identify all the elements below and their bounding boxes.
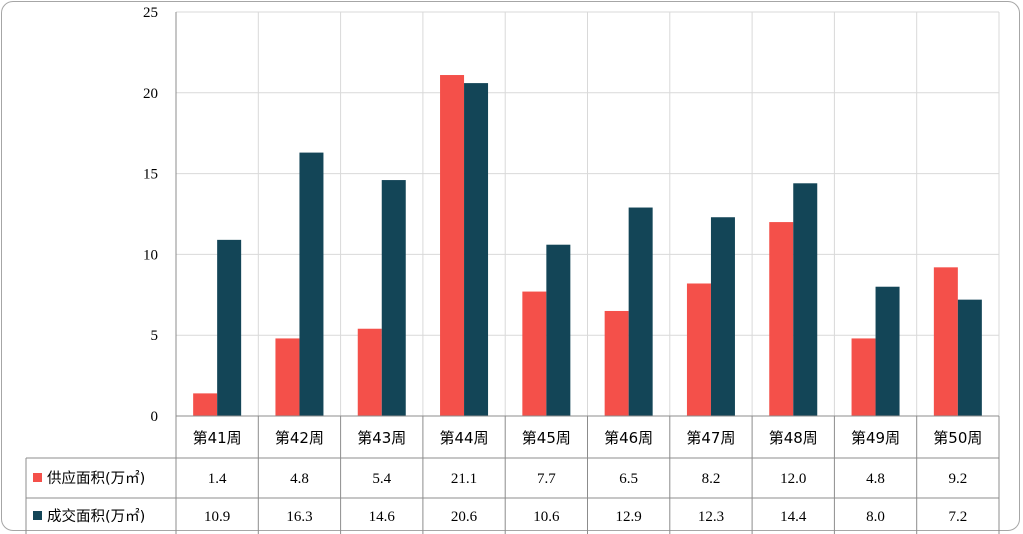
y-tick-label: 20 bbox=[143, 86, 158, 102]
data-label: 6.5 bbox=[619, 471, 638, 487]
y-tick-label: 0 bbox=[151, 409, 159, 425]
x-tick-label: 第47周 bbox=[686, 429, 735, 447]
bar-supply-8 bbox=[769, 222, 794, 416]
x-tick-label: 第44周 bbox=[440, 429, 489, 447]
data-label: 14.4 bbox=[780, 509, 807, 525]
data-label: 14.6 bbox=[369, 509, 396, 525]
bar-deal-9 bbox=[875, 286, 900, 416]
bar-supply-7 bbox=[686, 283, 711, 416]
bar-supply-9 bbox=[851, 338, 876, 416]
bar-supply-4 bbox=[440, 75, 465, 417]
legend-key-supply bbox=[33, 473, 42, 482]
x-tick-label: 第46周 bbox=[604, 429, 653, 447]
data-label: 9.2 bbox=[948, 471, 967, 487]
x-tick-label: 第42周 bbox=[275, 429, 324, 447]
x-tick-label: 第43周 bbox=[357, 429, 406, 447]
data-label: 10.6 bbox=[533, 509, 560, 525]
bar-supply-3 bbox=[357, 328, 382, 416]
bar-deal-7 bbox=[710, 217, 735, 416]
legend-label-supply: 供应面积(万㎡) bbox=[47, 469, 145, 487]
data-label: 20.6 bbox=[451, 509, 478, 525]
data-label: 4.8 bbox=[290, 471, 309, 487]
bar-supply-10 bbox=[933, 267, 958, 416]
x-tick-label: 第48周 bbox=[769, 429, 818, 447]
bar-deal-3 bbox=[381, 180, 406, 416]
legend-label-deal: 成交面积(万㎡) bbox=[47, 507, 145, 525]
y-tick-label: 15 bbox=[143, 167, 158, 183]
bar-supply-6 bbox=[604, 310, 629, 416]
y-tick-label: 10 bbox=[143, 247, 158, 263]
x-tick-label: 第41周 bbox=[193, 429, 242, 447]
data-label: 5.4 bbox=[372, 471, 391, 487]
bar-deal-5 bbox=[546, 244, 571, 416]
y-tick-label: 5 bbox=[151, 328, 159, 344]
data-label: 16.3 bbox=[286, 509, 312, 525]
bar-supply-1 bbox=[193, 393, 218, 416]
y-tick-label: 25 bbox=[143, 5, 158, 21]
legend-key-deal bbox=[33, 511, 42, 520]
data-label: 12.9 bbox=[616, 509, 642, 525]
data-label: 4.8 bbox=[866, 471, 885, 487]
data-label: 12.0 bbox=[780, 471, 806, 487]
bar-deal-1 bbox=[217, 239, 242, 416]
data-label: 1.4 bbox=[208, 471, 227, 487]
bar-deal-2 bbox=[299, 152, 324, 417]
x-tick-label: 第45周 bbox=[522, 429, 571, 447]
data-label: 7.7 bbox=[537, 471, 556, 487]
data-label: 7.2 bbox=[948, 509, 967, 525]
data-label: 8.2 bbox=[702, 471, 721, 487]
bar-supply-5 bbox=[522, 291, 547, 416]
bar-supply-2 bbox=[275, 338, 300, 416]
bar-deal-6 bbox=[628, 207, 653, 416]
data-label: 12.3 bbox=[698, 509, 724, 525]
data-label: 8.0 bbox=[866, 509, 885, 525]
bar-deal-8 bbox=[793, 183, 818, 416]
data-label: 21.1 bbox=[451, 471, 477, 487]
data-label: 10.9 bbox=[204, 509, 230, 525]
bar-deal-4 bbox=[464, 83, 489, 416]
bar-deal-10 bbox=[957, 299, 982, 416]
x-tick-label: 第50周 bbox=[933, 429, 982, 447]
x-tick-label: 第49周 bbox=[851, 429, 900, 447]
